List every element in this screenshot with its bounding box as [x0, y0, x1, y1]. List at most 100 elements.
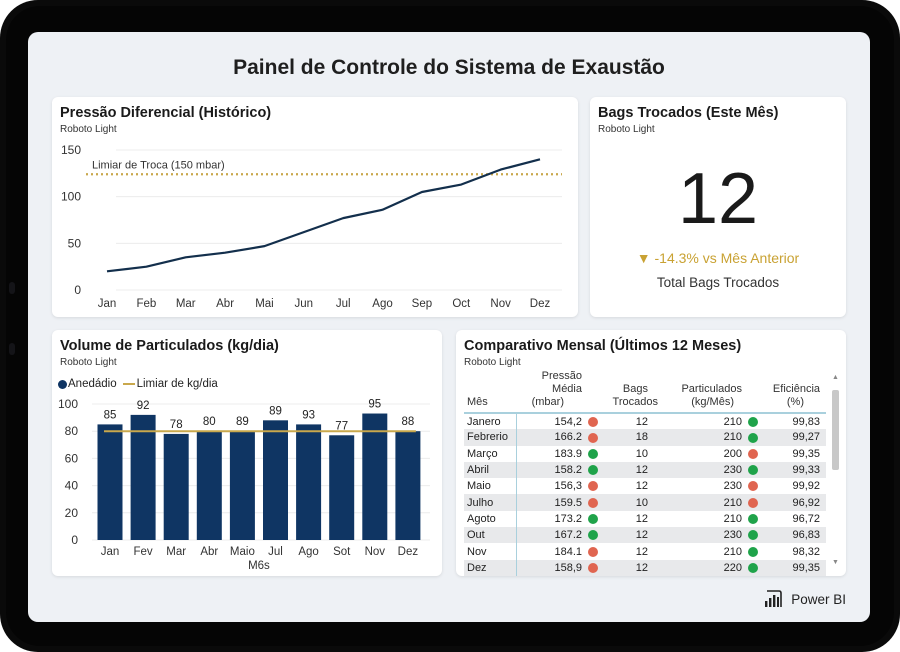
x-tick-label: Abr — [200, 546, 218, 558]
cell-particulates-status — [742, 429, 764, 446]
x-tick-label: Abr — [216, 298, 234, 310]
table-row[interactable]: Out 167.2 12 230 96,83 — [464, 527, 826, 544]
table-header-row: Mês Pressão Média (mbar) Bags Trocados Par… — [464, 370, 826, 414]
column-header-particulates[interactable]: Particulados (kg/Mês) — [658, 370, 742, 414]
table-row[interactable]: Febrerio 166.2 18 210 99,27 — [464, 429, 826, 446]
triangle-down-icon: ▼ — [636, 250, 651, 266]
cell-bags: 12 — [604, 461, 658, 479]
x-tick-label: Sep — [412, 298, 432, 310]
scroll-thumb[interactable] — [832, 390, 839, 470]
cell-particulates-status — [742, 511, 764, 527]
x-tick-label: Sot — [333, 546, 351, 558]
cell-bags: 10 — [635, 447, 648, 460]
cell-particulates: 210 — [658, 494, 742, 511]
status-dot-icon — [588, 432, 598, 443]
table-scrollbar[interactable]: ▲ ▼ — [831, 374, 840, 566]
scroll-up-icon[interactable]: ▲ — [832, 374, 839, 381]
column-header-efficiency[interactable]: Eficiência (%) — [764, 370, 826, 414]
cell-efficiency: 96,72 — [792, 512, 820, 525]
pressure-series-line[interactable] — [106, 158, 541, 273]
table-row[interactable]: Nov 184.1 12 210 98,32 — [464, 543, 826, 560]
cell-efficiency: 99,33 — [764, 461, 826, 479]
cell-particulates-status — [742, 494, 764, 511]
cell-pressure-status — [582, 494, 604, 511]
cell-particulates: 230 — [658, 527, 742, 544]
cell-pressure-status — [582, 527, 604, 544]
status-dot-icon — [588, 448, 598, 459]
table-row[interactable]: Janero 154,2 12 210 99,83 — [464, 413, 826, 430]
cell-month: Abril — [464, 461, 517, 479]
cell-particulates: 210 — [723, 512, 742, 525]
y-tick-label: 0 — [71, 533, 78, 547]
cell-efficiency: 96,83 — [764, 527, 826, 544]
cell-pressure: 184.1 — [554, 545, 582, 558]
bar[interactable] — [395, 431, 421, 540]
data-label: 88 — [402, 416, 415, 428]
cell-particulates: 200 — [723, 447, 742, 460]
cell-pressure: 159.5 — [516, 494, 582, 511]
bar[interactable] — [329, 435, 355, 540]
cell-pressure: 183.9 — [554, 447, 582, 460]
cell-month: Março — [464, 445, 517, 462]
card-subtitle: Roboto Light — [464, 357, 521, 368]
pressure-history-card[interactable]: Pressão Diferencial (Histórico) Roboto L… — [52, 97, 578, 317]
cell-pressure: 158,9 — [516, 559, 582, 576]
data-label: 89 — [236, 416, 249, 428]
cell-efficiency: 98,32 — [792, 545, 820, 558]
bar[interactable] — [163, 433, 189, 540]
monthly-comparison-card[interactable]: Comparativo Mensal (Últimos 12 Meses) Ro… — [456, 330, 846, 576]
card-title: Comparativo Mensal (Últimos 12 Meses) — [464, 338, 742, 354]
bar[interactable] — [229, 431, 255, 540]
card-title: Pressão Diferencial (Histórico) — [60, 105, 272, 121]
cell-particulates-status — [742, 461, 764, 479]
cell-pressure-status — [582, 511, 604, 527]
x-tick-label: Feb — [136, 298, 156, 310]
bar[interactable] — [130, 414, 156, 540]
cell-month: Agoto — [464, 510, 517, 528]
table-row[interactable]: Maio 156,3 12 230 99,92 — [464, 478, 826, 495]
legend-item-series[interactable]: Anedádio — [68, 378, 117, 390]
legend-item-threshold[interactable]: Limiar de kg/dia — [136, 378, 218, 390]
cell-particulates: 230 — [658, 461, 742, 479]
status-dot-icon — [588, 514, 598, 525]
cell-bags: 18 — [604, 429, 658, 446]
cell-pressure-status — [582, 478, 604, 494]
table-row[interactable]: Dez 158,9 12 220 99,35 — [464, 559, 826, 576]
card-title: Volume de Particulados (kg/dia) — [60, 338, 279, 354]
side-button — [9, 282, 15, 294]
bags-changed-kpi-card[interactable]: Bags Trocados (Este Mês) Roboto Light 12… — [590, 97, 846, 317]
pressure-line-chart[interactable]: 0 50 100 150 Jan Feb Mar Abr Mai Jun Jul Ago Sep Oct… — [52, 97, 578, 317]
brand-label: Power BI — [791, 591, 846, 607]
table-row[interactable]: Abril 158.2 12 230 99,33 — [464, 461, 826, 479]
particulates-volume-card[interactable]: Volume de Particulados (kg/dia) Roboto L… — [52, 330, 442, 576]
cell-month: Janero — [464, 413, 517, 430]
cell-pressure: 156,3 — [554, 480, 582, 493]
bar[interactable] — [97, 424, 123, 540]
column-header-bags[interactable]: Bags Trocados — [604, 370, 658, 414]
table-row[interactable]: Julho 159.5 10 210 96,92 — [464, 494, 826, 511]
x-tick-label: Jul — [336, 298, 351, 310]
table-row[interactable]: Março 183.9 10 200 99,35 — [464, 445, 826, 462]
data-label: 89 — [269, 405, 282, 417]
scroll-down-icon[interactable]: ▼ — [832, 559, 839, 566]
x-axis-label: M6s — [248, 560, 270, 572]
status-dot-icon — [588, 465, 598, 476]
particulates-bar-chart[interactable]: 0 20 40 60 80 100 85 92 78 80 89 89 93 77 95 88 Jan Fev… — [52, 330, 442, 576]
data-label: 78 — [170, 419, 183, 431]
bar[interactable] — [196, 431, 222, 540]
bar[interactable] — [362, 413, 388, 540]
cell-pressure-status — [582, 413, 604, 429]
y-tick-label: 150 — [61, 143, 81, 157]
cell-efficiency: 99,27 — [764, 429, 826, 446]
x-tick-label: Maio — [230, 546, 255, 558]
column-header-month[interactable]: Mês — [464, 370, 516, 414]
status-dot-icon — [748, 562, 758, 573]
bar[interactable] — [296, 424, 322, 540]
bar[interactable] — [263, 420, 288, 540]
table-row[interactable]: Agoto 173.2 12 210 96,72 — [464, 510, 826, 528]
status-dot-icon — [748, 416, 758, 427]
y-tick-label: 80 — [65, 424, 79, 438]
column-header-pressure[interactable]: Pressão Média (mbar) — [516, 370, 582, 414]
y-tick-label: 100 — [61, 190, 81, 204]
